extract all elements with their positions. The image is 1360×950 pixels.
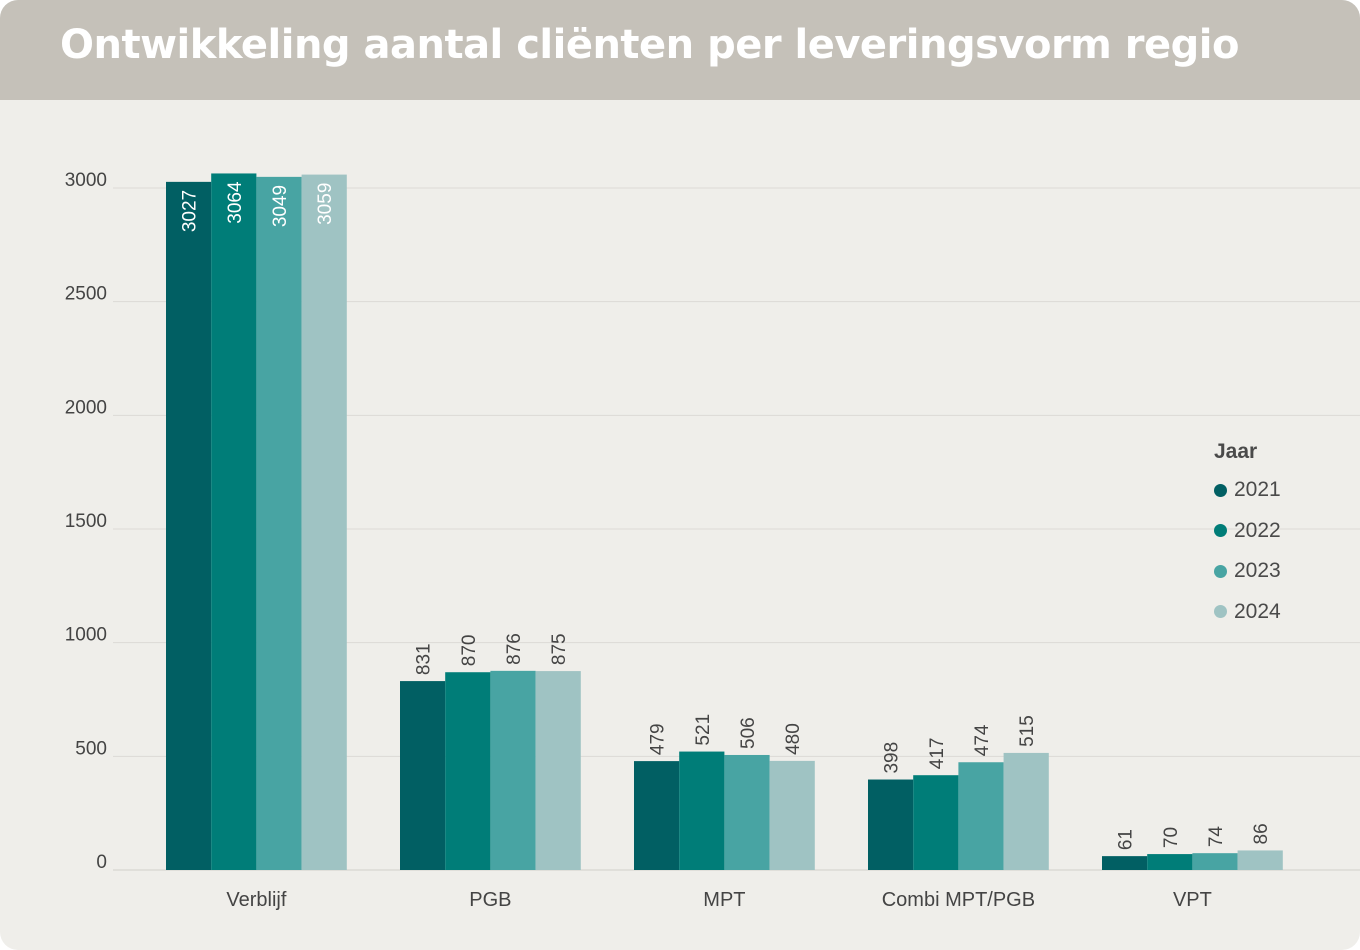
legend-label: 2022 <box>1234 518 1281 542</box>
bar <box>1192 853 1238 870</box>
x-tick-label: PGB <box>469 889 511 911</box>
bar <box>1147 854 1193 870</box>
data-label: 3027 <box>180 190 201 232</box>
bar <box>400 681 446 870</box>
bar <box>1003 752 1049 870</box>
data-label: 3064 <box>225 181 246 224</box>
data-label: 521 <box>693 714 714 746</box>
data-label: 417 <box>927 737 948 769</box>
data-label: 479 <box>648 723 669 755</box>
x-tick-label: VPT <box>1173 889 1212 911</box>
legend-swatch <box>1214 524 1227 538</box>
y-tick-label: 1500 <box>65 511 107 532</box>
data-label: 3059 <box>315 183 336 225</box>
bar <box>535 671 581 870</box>
data-label: 870 <box>459 635 480 667</box>
legend-swatch <box>1214 483 1227 497</box>
data-label: 70 <box>1161 827 1182 848</box>
bar <box>166 181 212 870</box>
x-tick-label: MPT <box>703 889 745 911</box>
data-label: 480 <box>783 723 804 755</box>
data-label: 474 <box>972 724 993 756</box>
legend-label: 2024 <box>1234 599 1281 623</box>
bar <box>913 775 959 870</box>
chart-title: Ontwikkeling aantal cliënten per leverin… <box>60 22 1239 68</box>
legend-swatch <box>1214 564 1227 578</box>
legend-label: 2021 <box>1234 478 1281 502</box>
data-label: 875 <box>549 633 570 665</box>
data-label: 876 <box>504 633 525 665</box>
data-label: 61 <box>1116 829 1137 850</box>
data-label: 3049 <box>270 185 291 227</box>
data-label: 515 <box>1017 715 1038 747</box>
data-label: 86 <box>1251 823 1272 844</box>
y-tick-label: 500 <box>75 738 107 759</box>
bar <box>958 762 1004 870</box>
legend-label: 2023 <box>1234 559 1281 583</box>
legend-item: 2021 <box>1214 470 1281 511</box>
bar <box>1237 850 1283 870</box>
bar <box>445 672 491 870</box>
bar <box>679 751 725 870</box>
bar <box>301 174 347 870</box>
y-tick-label: 0 <box>96 852 107 873</box>
y-tick-label: 2000 <box>65 397 107 418</box>
legend-swatch <box>1214 605 1227 619</box>
bar <box>1102 856 1148 870</box>
bar <box>724 754 770 870</box>
bar <box>256 176 302 871</box>
header-bar: Ontwikkeling aantal cliënten per leverin… <box>0 0 1360 100</box>
bar <box>211 173 257 870</box>
bar <box>868 779 914 870</box>
y-tick-label: 2500 <box>65 284 107 305</box>
legend-item: 2023 <box>1214 551 1281 592</box>
legend-title: Jaar <box>1214 440 1258 463</box>
legend-item: 2022 <box>1214 511 1281 552</box>
legend-items: 2021 2022 2023 2024 <box>1214 470 1281 632</box>
bar <box>634 761 680 870</box>
data-label: 398 <box>882 742 903 774</box>
legend: Jaar 2021 2022 2023 2024 <box>1214 440 1281 632</box>
y-tick-label: 1000 <box>65 625 107 646</box>
y-tick-label: 3000 <box>65 170 107 191</box>
data-label: 506 <box>738 717 759 749</box>
x-tick-label: Combi MPT/PGB <box>882 889 1035 911</box>
data-label: 831 <box>414 643 435 675</box>
data-label: 74 <box>1206 826 1227 848</box>
x-tick-label: Verblijf <box>226 889 286 911</box>
bar <box>769 760 815 870</box>
bar <box>490 670 536 870</box>
legend-item: 2024 <box>1214 592 1281 633</box>
